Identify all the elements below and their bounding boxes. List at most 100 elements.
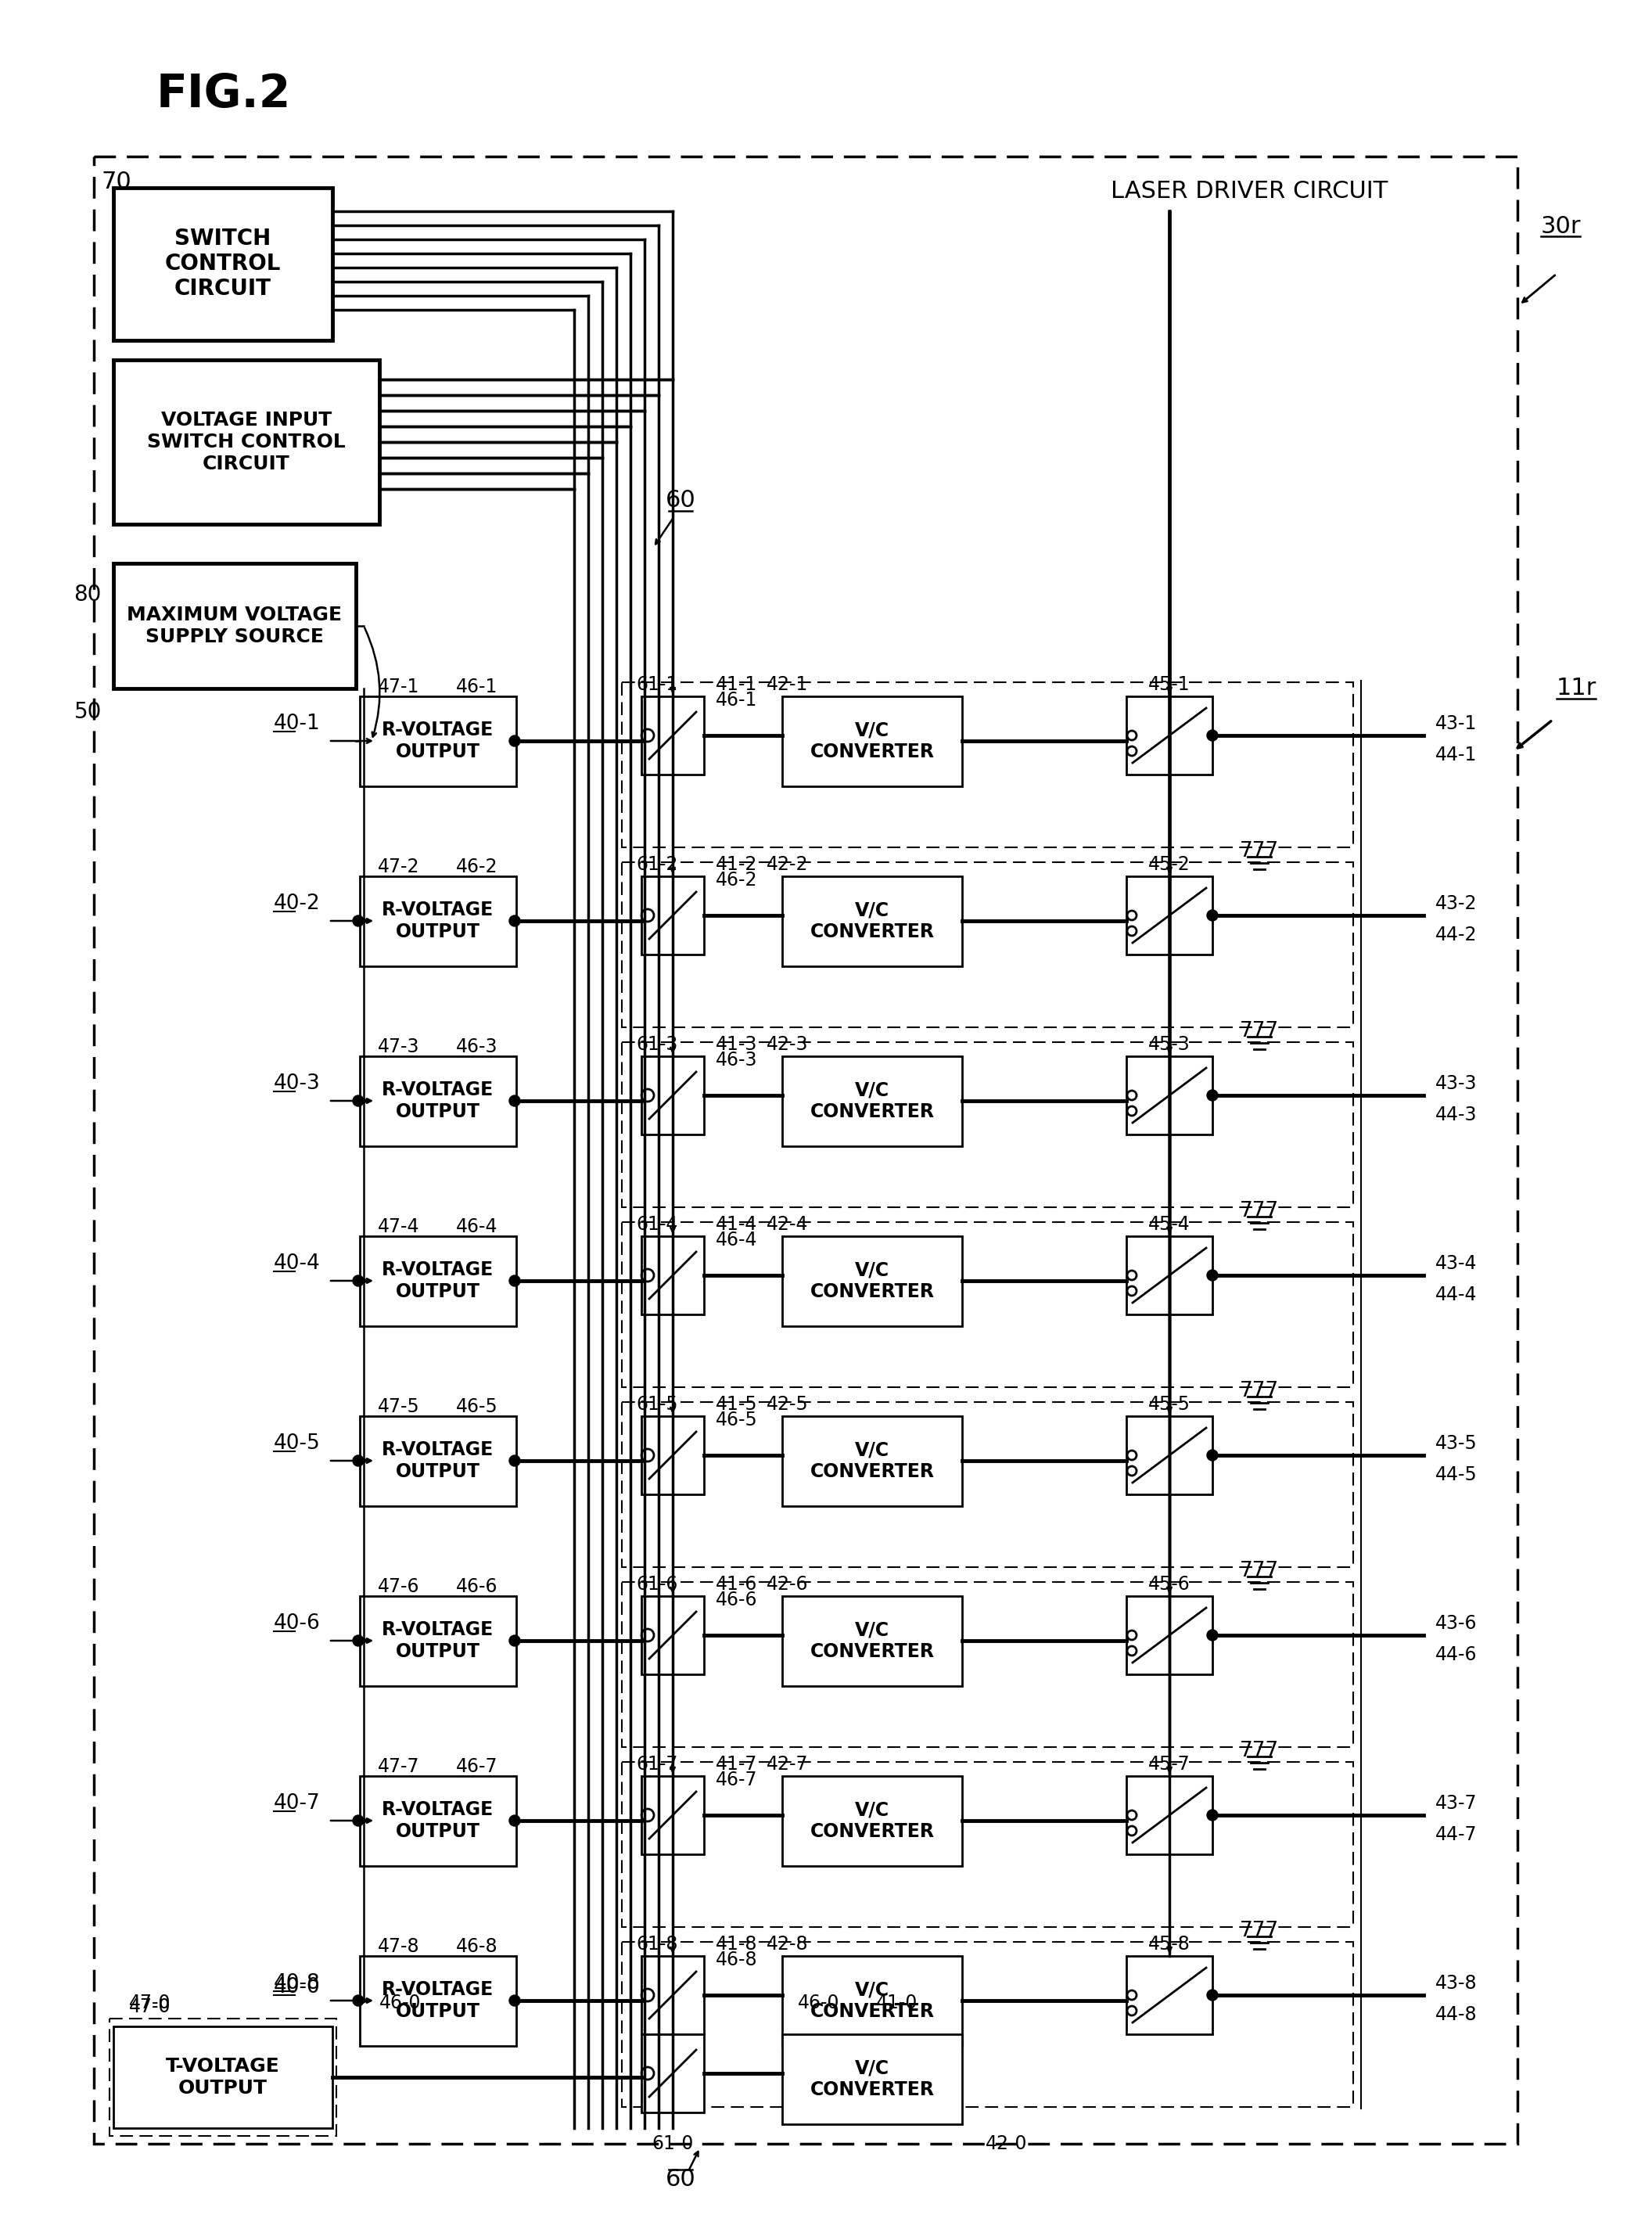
Text: 47-7: 47-7 [378,1758,420,1775]
Circle shape [354,1095,363,1107]
Bar [641,1775,704,1855]
Bar [1127,695,1213,775]
Text: 40-6: 40-6 [274,1613,320,1633]
Text: FIG.2: FIG.2 [157,71,291,116]
Text: 43-7: 43-7 [1436,1793,1477,1813]
Bar [114,564,355,689]
Bar [641,875,704,955]
Text: 43-6: 43-6 [1436,1613,1477,1633]
Text: V/C
CONVERTER: V/C CONVERTER [809,1440,935,1482]
Text: 42-2: 42-2 [767,855,808,873]
Text: 46-1: 46-1 [715,691,758,709]
Text: 777: 777 [1239,1200,1279,1222]
Text: 43-2: 43-2 [1436,893,1477,913]
Text: 41-4: 41-4 [715,1215,758,1233]
Bar [781,875,961,967]
Text: 42-8: 42-8 [767,1935,808,1953]
Bar [621,862,1353,1027]
Circle shape [354,1995,363,2006]
Text: V/C
CONVERTER: V/C CONVERTER [809,1620,935,1662]
Bar [781,1955,961,2046]
Circle shape [1208,1269,1218,1280]
Text: 46-3: 46-3 [456,1038,497,1055]
Text: R-VOLTAGE
OUTPUT: R-VOLTAGE OUTPUT [382,1620,494,1662]
Bar [360,695,515,787]
Circle shape [354,915,363,927]
Text: 45-4: 45-4 [1148,1215,1191,1233]
Bar [641,695,704,775]
Text: R-VOLTAGE
OUTPUT: R-VOLTAGE OUTPUT [382,1440,494,1482]
Bar [641,2033,704,2113]
Text: 41-3: 41-3 [715,1035,758,1053]
Text: 777: 777 [1239,842,1279,862]
Circle shape [1208,1449,1218,1460]
Text: 46-5: 46-5 [456,1398,499,1415]
Circle shape [1208,1089,1218,1100]
Text: 45-6: 45-6 [1148,1575,1191,1593]
Bar [621,1222,1353,1387]
Text: 777: 777 [1239,1740,1279,1762]
Bar [1127,1055,1213,1135]
Text: 40-4: 40-4 [274,1253,320,1273]
Text: MAXIMUM VOLTAGE
SUPPLY SOURCE: MAXIMUM VOLTAGE SUPPLY SOURCE [127,607,342,647]
Text: V/C
CONVERTER: V/C CONVERTER [809,720,935,762]
Bar [114,189,332,340]
Bar [621,1582,1353,1746]
Text: 44-8: 44-8 [1436,2004,1477,2024]
Text: 43-3: 43-3 [1436,1073,1477,1093]
Text: 46-6: 46-6 [456,1578,497,1595]
Text: 43-5: 43-5 [1436,1433,1477,1453]
Text: 42-4: 42-4 [767,1215,808,1233]
Bar [114,2026,332,2129]
Bar [621,1942,1353,2106]
Text: 43-4: 43-4 [1436,1253,1477,1273]
Bar [360,1775,515,1866]
Bar [781,695,961,787]
Circle shape [509,1815,520,1826]
Bar [1127,1235,1213,1315]
Bar [114,360,380,524]
Text: 44-6: 44-6 [1436,1644,1477,1664]
Text: 41-1: 41-1 [715,675,757,693]
Bar [360,1595,515,1686]
Text: 40-5: 40-5 [274,1433,320,1453]
Text: 40-2: 40-2 [274,893,320,913]
Text: 45-3: 45-3 [1148,1035,1191,1053]
Text: 41-8: 41-8 [715,1935,758,1953]
Text: V/C
CONVERTER: V/C CONVERTER [809,1080,935,1122]
Text: 44-7: 44-7 [1436,1824,1477,1844]
Text: 60: 60 [666,2169,695,2191]
Text: 47-0: 47-0 [129,1993,170,2013]
Text: R-VOLTAGE
OUTPUT: R-VOLTAGE OUTPUT [382,1260,494,1302]
Text: 61-5: 61-5 [636,1395,677,1413]
Text: 777: 777 [1239,1560,1279,1582]
Bar [621,1402,1353,1567]
Text: 40-8: 40-8 [274,1973,320,1993]
Bar [641,1595,704,1675]
Text: 44-1: 44-1 [1436,747,1477,764]
Text: 45-2: 45-2 [1148,855,1191,873]
Text: 45-5: 45-5 [1148,1395,1191,1413]
Text: 40-7: 40-7 [274,1793,320,1813]
Text: V/C
CONVERTER: V/C CONVERTER [809,2058,935,2100]
Circle shape [1208,731,1218,740]
Text: 46-7: 46-7 [715,1771,758,1789]
Text: 50: 50 [74,700,102,722]
Text: 40-3: 40-3 [274,1073,320,1093]
Text: 44-4: 44-4 [1436,1287,1477,1304]
Text: 40-0: 40-0 [274,1978,320,1998]
Text: 61-6: 61-6 [636,1575,677,1593]
Bar [641,1055,704,1135]
Text: 46-4: 46-4 [456,1218,497,1235]
Text: 42-5: 42-5 [767,1395,808,1413]
Text: 47-6: 47-6 [378,1578,420,1595]
Text: 40-1: 40-1 [274,713,320,733]
Circle shape [509,735,520,747]
Text: 777: 777 [1239,1022,1279,1042]
Circle shape [509,1995,520,2006]
Text: 41-2: 41-2 [715,855,758,873]
Text: 42-7: 42-7 [767,1755,808,1773]
Text: 44-5: 44-5 [1436,1467,1477,1484]
Text: 47-0: 47-0 [129,1998,170,2015]
Text: VOLTAGE INPUT
SWITCH CONTROL
CIRCUIT: VOLTAGE INPUT SWITCH CONTROL CIRCUIT [147,411,345,473]
